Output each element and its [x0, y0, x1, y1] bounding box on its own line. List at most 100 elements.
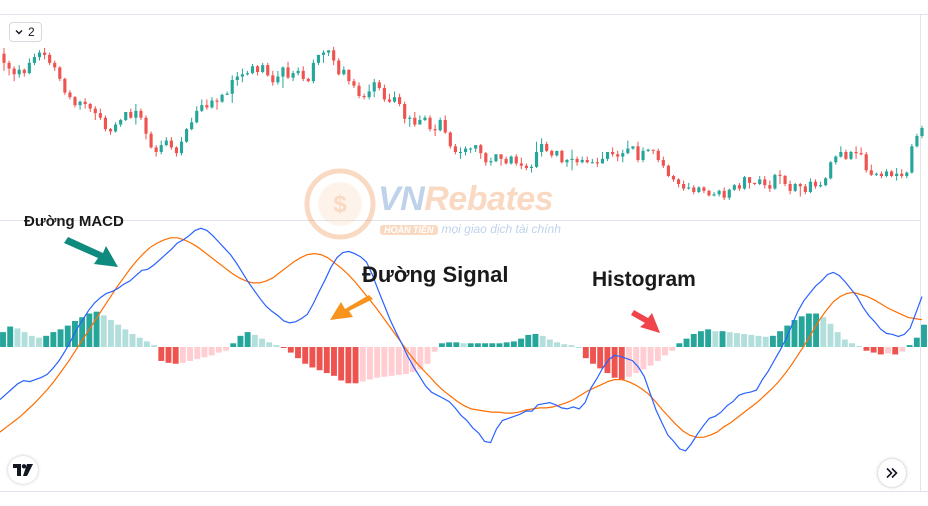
histogram-bar: [21, 332, 28, 347]
candle-body: [575, 158, 579, 163]
candle-body: [48, 54, 52, 63]
scroll-to-realtime-button[interactable]: [878, 459, 906, 487]
candle-body: [428, 117, 432, 130]
histogram-bar: [410, 347, 417, 373]
histogram-bar: [309, 347, 316, 368]
macd-label: Đường MACD: [24, 213, 124, 230]
histogram-bar: [683, 338, 690, 347]
histogram-bar: [582, 347, 589, 359]
candle-body: [540, 144, 544, 152]
candle-body: [545, 144, 549, 151]
candle-body: [818, 185, 823, 187]
candle-body: [2, 53, 6, 63]
candle-body: [93, 108, 97, 114]
candle-body: [702, 187, 706, 191]
histogram-bar: [827, 323, 834, 347]
histogram-bar: [287, 347, 294, 353]
candle-body: [377, 82, 381, 88]
histogram-bar: [633, 347, 640, 374]
histogram-bar: [374, 347, 381, 378]
candle-body: [418, 120, 422, 125]
candle-body: [357, 85, 361, 96]
candle-body: [514, 156, 518, 164]
double-chevron-right-icon: [886, 467, 898, 479]
histogram-bar: [503, 342, 510, 347]
candle-body: [195, 110, 199, 123]
candle-body: [590, 162, 594, 164]
signal-line: [0, 237, 923, 438]
histogram-bar: [367, 347, 373, 380]
candle-body: [595, 162, 599, 164]
histogram-bar: [201, 347, 208, 358]
histogram-bar: [402, 347, 409, 374]
histogram-bar: [93, 311, 100, 347]
candle-body: [469, 148, 473, 150]
candle-body: [190, 122, 194, 130]
candle-body: [550, 150, 554, 156]
histogram-pointer-arrow: [631, 310, 660, 333]
histogram-bar: [597, 347, 604, 369]
candle-body: [869, 170, 873, 175]
candle-body: [316, 54, 321, 63]
histogram-label: Histogram: [592, 268, 696, 291]
tradingview-logo[interactable]: [8, 456, 38, 484]
candle-body: [570, 158, 574, 160]
candle-body: [747, 177, 752, 183]
histogram-bar: [705, 329, 712, 347]
candle-body: [463, 148, 468, 152]
histogram-bar: [266, 342, 273, 347]
histogram-bar: [712, 331, 719, 347]
candle-body: [311, 62, 315, 82]
macd-line: [0, 227, 923, 452]
candle-body: [12, 68, 16, 75]
candle-body: [798, 184, 802, 187]
histogram-bar: [921, 324, 927, 347]
histogram-bar: [395, 347, 402, 375]
histogram-bar: [906, 345, 913, 347]
histogram-bar: [100, 315, 107, 347]
histogram-bar: [532, 333, 539, 347]
histogram-bar: [7, 326, 14, 347]
histogram-bar: [36, 337, 42, 347]
histogram-bar: [719, 331, 726, 347]
histogram-bar: [431, 347, 438, 352]
candle-body: [179, 141, 184, 154]
candle-body: [7, 62, 11, 69]
candle-body: [327, 50, 331, 53]
histogram-bar: [316, 347, 323, 371]
candle-body: [829, 162, 833, 179]
candle-body: [768, 185, 772, 189]
histogram-bar: [489, 343, 496, 347]
candle-body: [448, 132, 452, 147]
candle-body: [474, 145, 478, 149]
histogram-bar: [165, 347, 172, 363]
candle-body: [687, 187, 691, 189]
histogram-bar: [604, 347, 611, 374]
candle-body: [874, 173, 878, 175]
candle-body: [306, 78, 310, 82]
histogram-bar: [28, 335, 35, 347]
candle-body: [387, 99, 392, 102]
histogram-bar: [50, 332, 57, 347]
candle-body: [803, 186, 807, 192]
candle-body: [108, 129, 113, 132]
histogram-bar: [662, 347, 668, 356]
candle-body: [879, 173, 883, 176]
pane-collapse-button[interactable]: 2: [9, 22, 42, 42]
candle-body: [910, 146, 914, 173]
histogram-bar: [813, 313, 820, 347]
histogram-bar: [626, 347, 632, 377]
histogram-bar: [230, 343, 237, 347]
histogram-bar: [446, 342, 453, 347]
candle-body: [149, 133, 153, 148]
candle-body: [641, 150, 645, 160]
histogram-bar: [345, 347, 352, 384]
price-candles: [2, 46, 924, 200]
candle-body: [215, 100, 219, 102]
histogram-bar: [690, 333, 697, 347]
candle-body: [392, 97, 397, 102]
candle-body: [271, 75, 275, 83]
candle-body: [676, 179, 681, 184]
histogram-bar: [539, 335, 546, 347]
candle-body: [134, 110, 138, 118]
